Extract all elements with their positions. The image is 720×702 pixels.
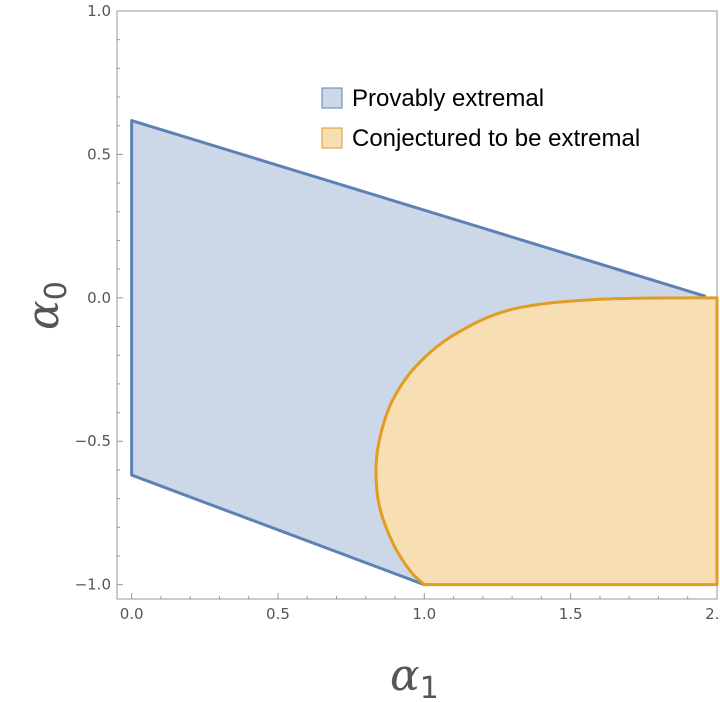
- y-tick-label: 0.0: [87, 289, 111, 307]
- provable-region-fill: [131, 120, 706, 585]
- x-tick-label: 0.5: [266, 605, 290, 623]
- legend-label-conjectured: Conjectured to be extremal: [352, 125, 640, 152]
- legend-swatch-provable: [321, 87, 343, 109]
- legend-swatch-conjectured: [321, 127, 343, 149]
- conjectured-region: [374, 296, 719, 587]
- x-tick-label: 2.0: [705, 605, 720, 623]
- y-tick-label: −0.5: [75, 432, 111, 450]
- y-axis-ticks: −1.0 −0.5 0.0 0.5 1.0: [75, 2, 123, 594]
- legend: Provably extremal Conjectured to be extre…: [321, 85, 640, 152]
- y-axis-subscript: 0: [39, 281, 74, 300]
- x-tick-label: 1.5: [559, 605, 583, 623]
- y-tick-label: −1.0: [75, 576, 111, 594]
- y-axis-label: α0: [18, 281, 74, 330]
- y-axis-symbol: α: [18, 300, 69, 330]
- x-axis-subscript: 1: [420, 671, 439, 702]
- x-axis-label: α1: [390, 650, 439, 702]
- x-tick-label: 0.0: [120, 605, 144, 623]
- x-axis-ticks: 0.0 0.5 1.0 1.5 2.0: [120, 593, 720, 623]
- y-tick-label: 1.0: [87, 2, 111, 20]
- regions: [130, 119, 719, 587]
- provable-region-boundary: [130, 119, 707, 587]
- y-tick-label: 0.5: [87, 145, 111, 163]
- legend-label-provable: Provably extremal: [352, 85, 544, 112]
- x-tick-label: 1.0: [412, 605, 436, 623]
- x-axis-symbol: α: [390, 650, 420, 701]
